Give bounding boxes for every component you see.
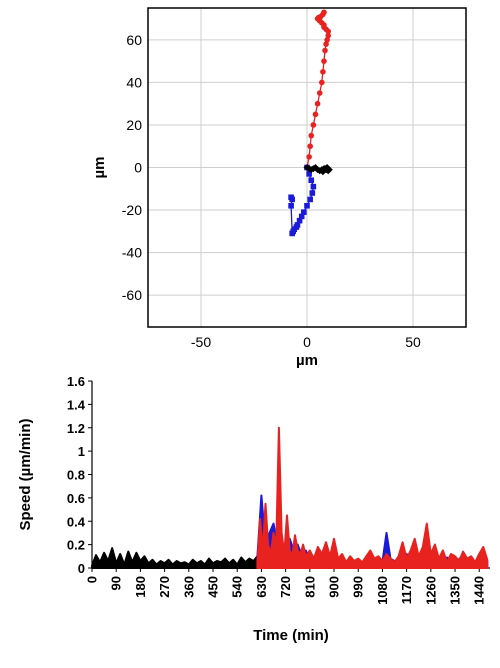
trajectory-point	[289, 230, 295, 237]
speed-x-tick-label: 1350	[448, 576, 463, 605]
trajectory-point	[324, 37, 330, 43]
speed-x-tick-label: 90	[109, 576, 124, 590]
trajectory-y-tick-label: -40	[122, 245, 142, 261]
trajectory-point	[307, 143, 313, 150]
trajectory-point	[325, 32, 332, 39]
trajectory-y-tick-label: 0	[134, 160, 142, 176]
speed-y-tick-label: 0.8	[67, 468, 85, 483]
trajectory-point	[319, 79, 325, 86]
speed-x-tick-label: 1260	[423, 576, 438, 605]
trajectory-point	[321, 9, 327, 16]
trajectory-point	[288, 194, 294, 201]
speed-x-tick-label: 540	[230, 576, 245, 598]
speed-x-tick-label: 360	[181, 576, 196, 598]
speed-series-0	[91, 547, 259, 569]
speed-y-tick-label: 0	[78, 561, 85, 576]
trajectory-point	[312, 111, 319, 118]
trajectory-grid	[148, 8, 466, 327]
trajectory-x-tick-label: 0	[303, 334, 311, 350]
trajectory-point	[306, 171, 312, 177]
trajectory-point	[310, 122, 317, 128]
trajectory-y-axis-label: µm	[91, 157, 108, 179]
speed-tick-labels: 0 0.2 0.4 0.6 0.8 1 1.2 1.4 1.6 0 90 180 270 360 450 54…	[67, 374, 487, 605]
trajectory-point	[308, 177, 315, 184]
speed-y-tick-label: 0.4	[67, 514, 86, 529]
trajectory-plot-frame	[147, 7, 467, 328]
speed-x-tick-label: 1170	[399, 576, 414, 604]
speed-x-tick-label: 990	[351, 576, 366, 598]
speed-y-tick-label: 1.6	[67, 374, 85, 389]
speed-x-tick-label: 0	[85, 576, 100, 583]
speed-x-tick-label: 1080	[375, 576, 390, 605]
speed-x-tick-label: 810	[302, 576, 317, 598]
trajectory-point	[320, 69, 326, 75]
trajectory-point	[314, 100, 321, 107]
speed-y-tick-label: 0.6	[67, 491, 85, 506]
trajectory-point	[301, 209, 307, 215]
trajectory-point	[304, 202, 310, 209]
trajectory-point	[307, 196, 313, 203]
trajectory-point	[323, 41, 329, 47]
trajectory-y-tick-label: -60	[122, 287, 142, 303]
trajectory-x-tick-label: -50	[191, 334, 211, 350]
trajectory-point	[319, 168, 327, 176]
trajectory-point	[309, 190, 316, 196]
trajectory-y-tick-label: 40	[126, 74, 142, 90]
trajectory-point	[296, 217, 303, 224]
trajectory-chart: -50 0 50 -60 -40 -20 0 20 40 60 µm µm	[91, 7, 467, 369]
trajectory-point	[306, 154, 312, 160]
speed-y-tick-label: 1	[78, 444, 85, 459]
trajectory-point	[316, 90, 323, 96]
trajectory-point	[322, 47, 328, 54]
trajectory-point	[308, 132, 315, 139]
trajectory-series	[288, 9, 333, 237]
speed-series	[91, 426, 489, 569]
speed-x-tick-label: 1440	[472, 576, 487, 605]
trajectory-x-axis-label: µm	[296, 352, 318, 369]
speed-x-tick-label: 720	[278, 576, 293, 598]
speed-y-tick-label: 1.2	[67, 421, 85, 436]
speed-series-2	[256, 426, 489, 569]
speed-y-axis-label: Speed (µm/min)	[17, 419, 34, 531]
speed-x-tick-label: 270	[157, 576, 172, 598]
trajectory-y-tick-label: 60	[126, 32, 142, 48]
speed-x-tick-label: 900	[327, 576, 342, 598]
trajectory-point	[310, 183, 317, 190]
speed-x-axis-label: Time (min)	[253, 627, 329, 644]
speed-y-tick-label: 0.2	[67, 538, 85, 553]
trajectory-point	[298, 213, 305, 220]
speed-x-tick-label: 180	[133, 576, 148, 598]
speed-x-tick-label: 450	[206, 576, 221, 598]
speed-x-tick-label: 630	[254, 576, 269, 598]
trajectory-point	[288, 202, 294, 209]
trajectory-point	[321, 58, 327, 64]
trajectory-y-tick-label: 20	[126, 117, 142, 133]
trajectory-y-tick-label: -20	[122, 202, 142, 218]
trajectory-tick-labels: -50 0 50 -60 -40 -20 0 20 40 60	[122, 32, 421, 350]
trajectory-x-tick-label: 50	[405, 334, 421, 350]
speed-y-tick-label: 1.4	[67, 397, 86, 412]
speed-chart: 0 0.2 0.4 0.6 0.8 1 1.2 1.4 1.6 0 90 180 270 360 450 54…	[17, 374, 490, 644]
